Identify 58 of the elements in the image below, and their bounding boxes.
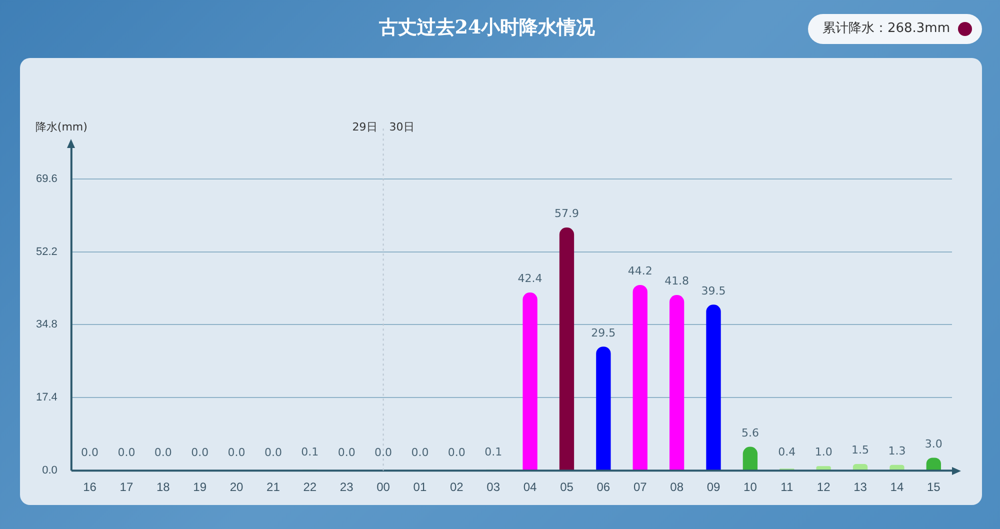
- x-tick-label: 06: [596, 480, 610, 494]
- y-tick-label: 0.0: [42, 464, 58, 477]
- x-tick-label: 08: [670, 480, 684, 494]
- data-label: 0.0: [191, 446, 209, 459]
- x-tick-label: 00: [376, 480, 390, 494]
- x-tick-label: 19: [193, 480, 207, 494]
- data-label: 0.0: [228, 446, 246, 459]
- data-label: 0.0: [448, 446, 466, 459]
- data-label: 0.0: [118, 446, 136, 459]
- data-label: 1.0: [814, 445, 832, 458]
- x-tick-label: 18: [156, 480, 170, 494]
- data-label: 1.5: [852, 444, 870, 457]
- x-tick-label: 22: [303, 480, 317, 494]
- x-tick-label: 09: [706, 480, 720, 494]
- data-label: 0.1: [484, 445, 502, 458]
- x-tick-label: 11: [780, 480, 794, 494]
- y-axis-title: 降水(mm): [35, 120, 88, 134]
- x-tick-label: 23: [340, 480, 354, 494]
- data-label: 0.0: [264, 446, 282, 459]
- x-tick-label: 16: [83, 480, 97, 494]
- data-label: 5.6: [741, 426, 759, 440]
- data-label: 0.0: [411, 446, 429, 459]
- data-label: 1.3: [888, 444, 906, 458]
- y-tick-label: 34.8: [36, 318, 58, 331]
- x-tick-label: 03: [486, 480, 500, 494]
- data-label: 0.4: [778, 445, 796, 458]
- y-tick-label: 69.6: [36, 172, 58, 185]
- data-label: 57.9: [554, 207, 579, 220]
- x-tick-label: 01: [413, 480, 427, 494]
- data-label: 0.0: [338, 446, 356, 459]
- x-tick-label: 21: [266, 480, 280, 494]
- text: 29日: [352, 120, 378, 134]
- text: 30日: [389, 120, 414, 134]
- x-tick-label: 17: [120, 480, 134, 494]
- y-tick-label: 17.4: [36, 392, 58, 404]
- x-tick-label: 20: [230, 480, 244, 494]
- data-label: 42.4: [518, 272, 542, 286]
- data-label: 44.2: [628, 264, 652, 278]
- data-label: 29.5: [591, 326, 616, 340]
- x-tick-label: 07: [633, 480, 648, 494]
- x-tick-label: 02: [450, 480, 464, 494]
- chart-title: 古丈过去24小时降水情况: [378, 16, 596, 38]
- data-label: 41.8: [664, 274, 690, 288]
- data-label: 0.0: [81, 446, 99, 459]
- x-tick-label: 04: [523, 480, 538, 494]
- x-tick-label: 15: [926, 480, 941, 494]
- text: 累计降水：268.3mm: [822, 21, 950, 36]
- data-label: 3.0: [924, 437, 942, 450]
- x-tick-label: 05: [560, 480, 574, 494]
- data-label: 0.0: [154, 446, 172, 459]
- data-label: 39.5: [701, 284, 726, 298]
- x-tick-label: 14: [890, 480, 904, 494]
- y-tick-label: 52.2: [36, 246, 58, 258]
- data-label: 0.1: [301, 445, 319, 458]
- x-tick-label: 13: [854, 480, 868, 494]
- x-tick-label: 10: [744, 480, 758, 494]
- data-label: 0.0: [374, 446, 392, 459]
- x-tick-label: 12: [816, 480, 831, 494]
